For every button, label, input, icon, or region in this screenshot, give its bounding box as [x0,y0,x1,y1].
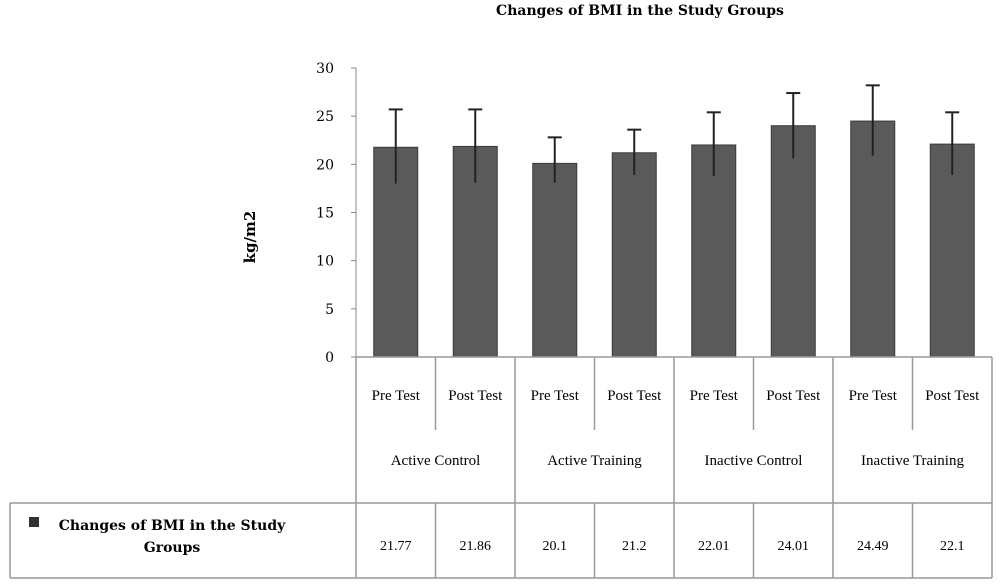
error-bars [388,84,960,184]
y-tick-label: 10 [316,254,334,270]
data-label: 24.01 [778,539,810,554]
bar [850,120,896,358]
data-label: 21.86 [460,539,492,554]
legend-label: Groups [144,540,201,556]
group-label: Inactive Training [861,453,964,469]
x-tick-label: Post Test [766,388,821,404]
y-axis: 0 5 10 15 20 25 30 [316,61,357,366]
bar [929,143,975,358]
y-tick-label: 0 [325,350,334,366]
data-label: 21.2 [622,539,647,554]
x-tick-label: Pre Test [531,388,580,404]
data-table: Pre Test Post Test Pre Test Post Test Pre Te… [9,356,993,579]
bars [373,120,975,358]
x-tick-label: Post Test [607,388,662,404]
bar [691,144,737,358]
data-label: 21.77 [380,539,412,554]
chart-title: Changes of BMI in the Study Groups [496,3,784,19]
x-tick-label: Post Test [925,388,980,404]
x-tick-label: Pre Test [690,388,739,404]
bar [770,125,816,358]
y-tick-label: 20 [316,157,334,173]
group-label: Inactive Control [705,453,803,469]
bar [611,152,657,358]
data-label: 22.1 [940,539,965,554]
bar [532,162,578,358]
y-tick-label: 25 [316,109,334,125]
y-tick-label: 15 [316,206,334,222]
data-label: 20.1 [543,539,568,554]
data-label: 22.01 [698,539,730,554]
group-label: Active Control [391,453,481,469]
x-tick-label: Pre Test [849,388,898,404]
y-tick-label: 5 [325,302,334,318]
y-tick-label: 30 [316,61,334,77]
legend-label: Changes of BMI in the Study [59,518,286,534]
group-label: Active Training [547,453,642,469]
legend-swatch [29,517,39,527]
y-axis-label: kg/m2 [241,211,259,264]
data-label: 24.49 [857,539,889,554]
x-tick-label: Post Test [448,388,503,404]
x-tick-label: Pre Test [372,388,421,404]
